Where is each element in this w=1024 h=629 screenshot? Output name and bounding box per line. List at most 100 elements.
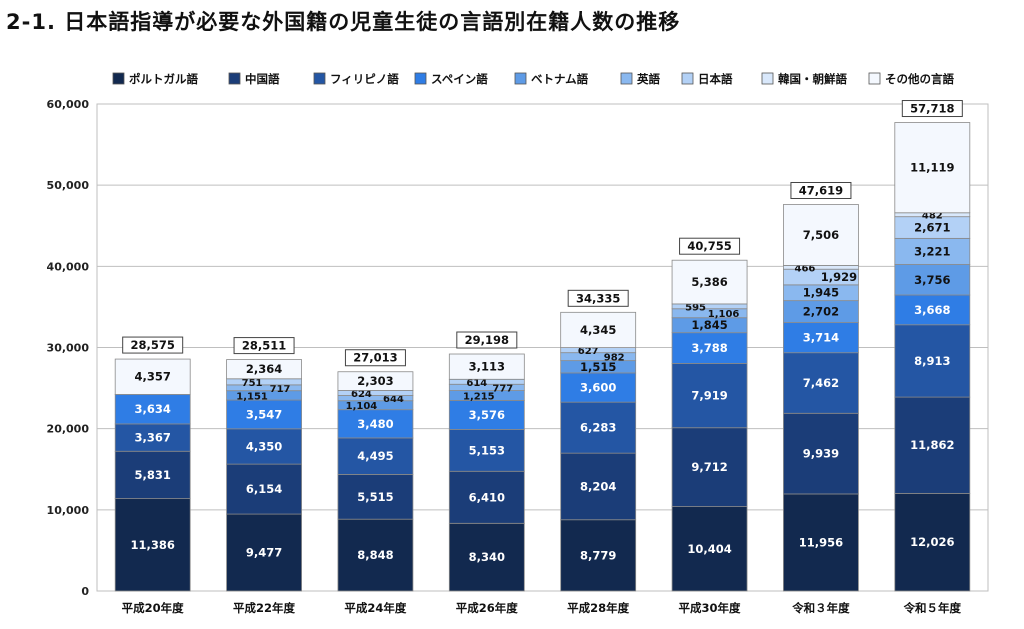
bar-segment: [226, 428, 302, 465]
data-label: 624: [351, 389, 372, 400]
bar-segment: [894, 324, 971, 398]
data-label: 7,506: [803, 228, 839, 242]
bar-segment: [671, 332, 748, 364]
total-box: [456, 331, 518, 349]
total-label: 40,755: [687, 239, 731, 253]
bar-segment: [783, 352, 859, 414]
bar-segment: [560, 519, 637, 592]
data-label: 9,939: [803, 447, 839, 461]
bar-segment: [114, 498, 191, 592]
data-label: 3,221: [914, 244, 950, 258]
data-label: 614: [466, 378, 487, 389]
data-label: 1,515: [580, 360, 616, 374]
data-label: 4,495: [357, 449, 393, 463]
legend-swatch: [313, 72, 326, 85]
bar-segment: [114, 394, 191, 425]
data-label: 3,547: [246, 407, 282, 421]
bar-segment: [114, 450, 191, 499]
bar-segment: [337, 437, 414, 475]
data-label: 3,756: [914, 273, 950, 287]
data-label: 595: [685, 302, 706, 313]
bar-segment: [894, 396, 971, 494]
total-box: [901, 100, 963, 118]
data-label: 9,477: [246, 546, 282, 560]
x-tick-label: 平成20年度: [122, 601, 185, 615]
legend-swatch: [414, 72, 427, 85]
legend-swatch: [514, 72, 527, 85]
total-box: [344, 349, 406, 367]
x-tick-label: 平成30年度: [679, 601, 742, 615]
x-tick-label: 平成26年度: [456, 601, 519, 615]
total-box: [233, 337, 295, 355]
data-label: 2,364: [246, 362, 282, 376]
bar-segment: [783, 493, 859, 592]
data-label: 5,386: [691, 275, 727, 289]
total-box: [679, 237, 741, 255]
bar-segment: [226, 359, 302, 380]
data-label: 1,215: [463, 391, 495, 402]
data-label: 8,204: [580, 479, 616, 493]
data-label: 4,350: [246, 439, 282, 453]
data-label: 627: [578, 346, 599, 357]
data-label: 11,119: [910, 161, 954, 175]
bar-segment: [783, 204, 859, 266]
x-tick-label: 令和５年度: [903, 601, 962, 615]
bar-segment: [337, 409, 414, 439]
bar-segment: [894, 122, 971, 214]
data-label: 3,634: [134, 402, 170, 416]
data-label: 3,788: [691, 341, 727, 355]
legend-label: ポルトガル語: [129, 72, 198, 86]
data-label: 1,104: [346, 401, 378, 412]
bar-segment: [226, 399, 302, 430]
bar-segment: [894, 294, 971, 326]
data-label: 7,919: [691, 389, 727, 403]
bar-segment: [337, 390, 414, 396]
bar-segment: [671, 427, 748, 507]
bar-segment: [560, 372, 637, 403]
data-label: 11,386: [130, 538, 174, 552]
data-label: 3,576: [469, 408, 505, 422]
legend-swatch: [761, 72, 774, 85]
data-label: 2,671: [914, 221, 950, 235]
data-label: 2,702: [803, 305, 839, 319]
bar-segment: [894, 264, 971, 296]
bar-segment: [114, 358, 191, 395]
total-label: 47,619: [799, 183, 843, 197]
total-label: 28,575: [130, 338, 174, 352]
data-label: 777: [492, 383, 513, 394]
data-label: 9,712: [691, 460, 727, 474]
x-tick-label: 平成24年度: [344, 601, 407, 615]
bar-segment: [337, 371, 414, 391]
bar-segment: [448, 470, 525, 524]
data-label: 3,714: [803, 331, 839, 345]
data-label: 3,480: [357, 417, 393, 431]
data-label: 10,404: [687, 542, 731, 556]
legend-label: 中国語: [245, 72, 280, 86]
total-box: [567, 289, 629, 307]
total-label: 34,335: [576, 291, 620, 305]
bar-segment: [671, 259, 748, 305]
bar-segment: [560, 401, 637, 454]
legend-swatch: [228, 72, 241, 85]
total-label: 57,718: [910, 102, 954, 116]
legend-label: スペイン語: [431, 72, 488, 86]
x-tick-label: 平成28年度: [567, 601, 630, 615]
legend-label: 韓国・朝鮮語: [778, 72, 847, 86]
y-tick-label: 30,000: [47, 342, 90, 355]
data-label: 8,779: [580, 548, 616, 562]
y-tick-label: 20,000: [47, 423, 90, 436]
data-label: 644: [383, 394, 404, 405]
total-box: [790, 181, 852, 199]
data-label: 2,303: [357, 374, 393, 388]
bar-segment: [226, 378, 302, 386]
bar-segment: [337, 518, 414, 592]
total-label: 28,511: [242, 339, 286, 353]
data-label: 1,845: [691, 318, 727, 332]
data-label: 4,345: [580, 323, 616, 337]
data-label: 12,026: [910, 535, 954, 549]
y-tick-label: 10,000: [47, 504, 90, 517]
y-tick-label: 50,000: [47, 179, 90, 192]
y-tick-label: 40,000: [47, 260, 90, 273]
data-label: 982: [604, 353, 625, 364]
